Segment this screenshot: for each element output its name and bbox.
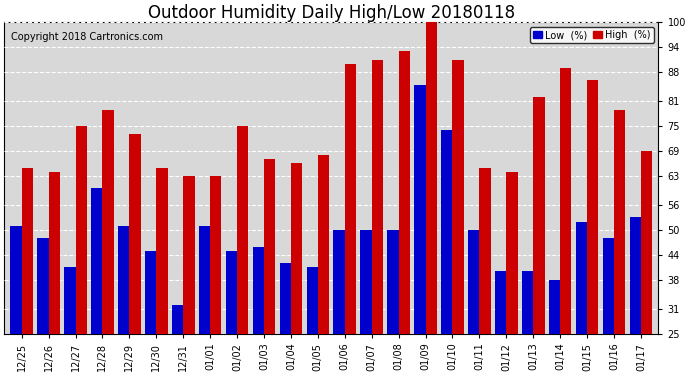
Bar bbox=[318, 155, 329, 334]
Bar bbox=[253, 246, 264, 334]
Text: Copyright 2018 Cartronics.com: Copyright 2018 Cartronics.com bbox=[11, 32, 163, 42]
Bar bbox=[48, 172, 60, 334]
Bar bbox=[226, 251, 237, 334]
Bar bbox=[602, 238, 614, 334]
Bar bbox=[575, 222, 587, 334]
Bar bbox=[480, 168, 491, 334]
Bar bbox=[587, 81, 598, 334]
Bar bbox=[360, 230, 372, 334]
Bar bbox=[21, 168, 33, 334]
Bar bbox=[91, 188, 102, 334]
Bar bbox=[172, 304, 184, 334]
Bar bbox=[495, 272, 506, 334]
Bar bbox=[549, 280, 560, 334]
Bar bbox=[75, 126, 87, 334]
Bar bbox=[210, 176, 221, 334]
Bar bbox=[145, 251, 157, 334]
Bar bbox=[37, 238, 48, 334]
Bar bbox=[453, 60, 464, 334]
Bar bbox=[387, 230, 399, 334]
Bar bbox=[184, 176, 195, 334]
Bar bbox=[102, 110, 114, 334]
Bar bbox=[10, 226, 21, 334]
Bar bbox=[560, 68, 571, 334]
Bar bbox=[522, 272, 533, 334]
Bar bbox=[129, 134, 141, 334]
Bar bbox=[345, 64, 356, 334]
Bar bbox=[641, 151, 652, 334]
Bar bbox=[506, 172, 518, 334]
Bar bbox=[533, 97, 544, 334]
Bar bbox=[118, 226, 129, 334]
Bar bbox=[468, 230, 480, 334]
Bar bbox=[333, 230, 345, 334]
Bar bbox=[629, 217, 641, 334]
Bar bbox=[414, 85, 426, 334]
Bar bbox=[264, 159, 275, 334]
Bar bbox=[441, 130, 453, 334]
Legend: Low  (%), High  (%): Low (%), High (%) bbox=[530, 27, 653, 43]
Bar bbox=[237, 126, 248, 334]
Bar bbox=[372, 60, 383, 334]
Bar bbox=[306, 267, 318, 334]
Bar bbox=[157, 168, 168, 334]
Bar bbox=[291, 164, 302, 334]
Bar bbox=[399, 51, 410, 334]
Title: Outdoor Humidity Daily High/Low 20180118: Outdoor Humidity Daily High/Low 20180118 bbox=[148, 4, 515, 22]
Bar bbox=[614, 110, 625, 334]
Bar bbox=[64, 267, 75, 334]
Bar bbox=[279, 263, 291, 334]
Bar bbox=[199, 226, 210, 334]
Bar bbox=[426, 22, 437, 334]
